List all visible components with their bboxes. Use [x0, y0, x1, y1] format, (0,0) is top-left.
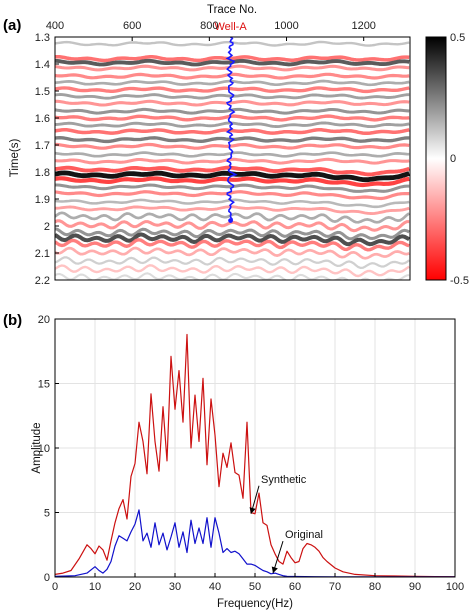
panel-a-x-ticks: 400 600 800 1000 1200 [46, 20, 376, 41]
y-tick-label: 2.1 [35, 248, 50, 260]
reflector-2 [55, 58, 410, 67]
annotation-label: Synthetic [261, 474, 307, 486]
reflector-27 [55, 232, 410, 247]
y-tick-label: 20 [38, 314, 50, 326]
reflector-14 [55, 142, 410, 150]
series-line-synthetic [55, 333, 455, 577]
x-tick-label: 0 [52, 581, 58, 593]
x-tick-label: 50 [249, 581, 261, 593]
well-bottom-marker [228, 218, 233, 224]
x-tick-label: 10 [89, 581, 101, 593]
x-tick-label: 70 [329, 581, 341, 593]
reflector-12 [55, 128, 410, 136]
y-tick-label: 5 [44, 508, 50, 520]
y-tick-label: 1.9 [35, 194, 50, 206]
x-tick-label: 60 [289, 581, 301, 593]
x-tick-label: 600 [123, 20, 141, 32]
x-tick-label: 1000 [274, 20, 298, 32]
x-tick-label: 90 [409, 581, 421, 593]
y-tick-label: 1.6 [35, 113, 50, 125]
x-tick-label: 20 [129, 581, 141, 593]
reflector-20 [55, 183, 410, 193]
x-tick-label: 100 [446, 581, 464, 593]
well-log-curve [225, 36, 238, 221]
annotation-arrow-icon [249, 507, 256, 514]
reflector-1 [55, 54, 410, 63]
well-log: Well-A [214, 21, 247, 224]
x-tick-label: 400 [46, 20, 64, 32]
colorbar-max-label: 0.5 [450, 32, 465, 44]
panel-a-y-ticks: 1.3 1.4 1.5 1.6 1.7 1.8 1.9 2 2.1 2.2 [35, 32, 59, 287]
y-tick-label: 2 [44, 221, 50, 233]
panel-a-ylabel: Time(s) [9, 139, 21, 178]
y-tick-label: 10 [38, 443, 50, 455]
reflector-25 [55, 219, 410, 233]
panel-a-xlabel: Trace No. [207, 4, 257, 16]
reflector-6 [55, 86, 410, 94]
x-tick-label: 30 [169, 581, 181, 593]
reflector-10 [55, 114, 410, 122]
panel-b-grid [54, 318, 456, 578]
y-tick-label: 1.4 [35, 59, 50, 71]
panel-b-x-ticks: 0 10 20 30 40 50 60 70 80 90 100 [52, 573, 464, 593]
y-tick-label: 2.2 [35, 275, 50, 287]
series-line-original [55, 509, 455, 577]
reflector-3 [55, 64, 410, 72]
reflector-18 [55, 170, 410, 183]
reflector-24 [55, 211, 410, 224]
panel-a-frame [54, 36, 411, 281]
panel-b-ylabel: Amplitude [31, 422, 43, 473]
x-tick-label: 1200 [351, 20, 375, 32]
panel-b-xlabel: Frequency(Hz) [217, 598, 293, 610]
reflector-29 [55, 246, 410, 260]
reflector-26 [55, 227, 410, 241]
reflector-23 [55, 205, 410, 216]
panel-b-series [55, 333, 455, 577]
panel-a-label: (a) [3, 17, 21, 34]
colorbar-min-label: -0.5 [450, 275, 469, 287]
reflector-16 [55, 157, 410, 165]
reflector-8 [55, 99, 410, 107]
y-tick-label: 0 [44, 572, 50, 584]
well-label: Well-A [214, 21, 247, 33]
reflector-30 [55, 256, 410, 270]
y-tick-label: 1.5 [35, 86, 50, 98]
reflector-4 [55, 72, 410, 80]
panel-b-label: (b) [3, 312, 22, 329]
x-tick-label: 800 [200, 20, 218, 32]
annotation-arrow-icon [271, 566, 278, 574]
y-tick-label: 1.3 [35, 32, 50, 44]
reflector-19 [55, 176, 410, 188]
annotation-label: Original [285, 529, 323, 541]
reflector-31 [55, 264, 410, 278]
reflector-22 [55, 198, 410, 209]
reflector-17 [55, 165, 410, 177]
colorbar [425, 36, 447, 281]
y-tick-label: 15 [38, 379, 50, 391]
panel-b-annotations: Synthetic Original [249, 474, 323, 574]
y-tick-label: 1.7 [35, 140, 50, 152]
reflector-28 [55, 238, 410, 252]
reflector-5 [55, 79, 410, 87]
reflector-32 [55, 272, 410, 280]
panel-b-y-ticks: 0 5 10 15 20 [38, 314, 59, 584]
y-tick-label: 1.8 [35, 167, 50, 179]
reflector-21 [55, 190, 410, 201]
colorbar-mid-label: 0 [450, 153, 456, 165]
x-tick-label: 40 [209, 581, 221, 593]
x-tick-label: 80 [369, 581, 381, 593]
